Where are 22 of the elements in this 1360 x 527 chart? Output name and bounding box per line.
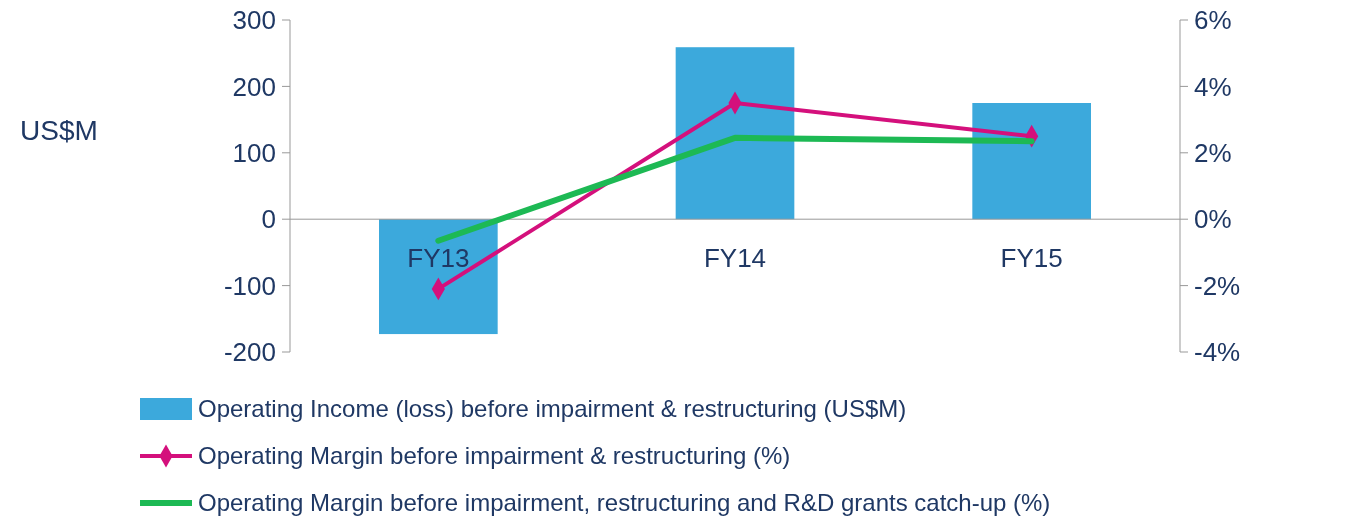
legend-label: Operating Margin before impairment & restructuring (%) (198, 442, 791, 470)
legend-label: Operating Margin before impairment, restructuring and R&D grants catch-up (%) (198, 489, 1051, 517)
x-tick-label: FY15 (1000, 243, 1063, 274)
y2-tick-label: 0% (1194, 204, 1232, 235)
y2-tick-label: -4% (1194, 337, 1241, 368)
bar (379, 219, 498, 335)
y2-tick-label: 2% (1194, 137, 1232, 168)
y2-tick-label: 4% (1194, 71, 1232, 102)
y-tick-label: 100 (232, 137, 276, 168)
x-tick-label: FY13 (407, 243, 470, 274)
y-axis-title: US$M (20, 114, 98, 146)
y2-tick-label: -2% (1194, 270, 1241, 301)
y-tick-label: 300 (232, 5, 276, 36)
y-tick-label: -200 (223, 337, 276, 368)
y-tick-label: 0 (261, 204, 276, 235)
bar (972, 103, 1091, 220)
bar (675, 47, 795, 220)
y-tick-label: 200 (232, 71, 276, 102)
y-tick-label: -100 (223, 270, 276, 301)
legend-label: Operating Income (loss) before impairment & restructuring (US$M) (198, 395, 907, 423)
y2-tick-label: 6% (1194, 5, 1232, 36)
x-tick-label: FY14 (703, 243, 767, 274)
